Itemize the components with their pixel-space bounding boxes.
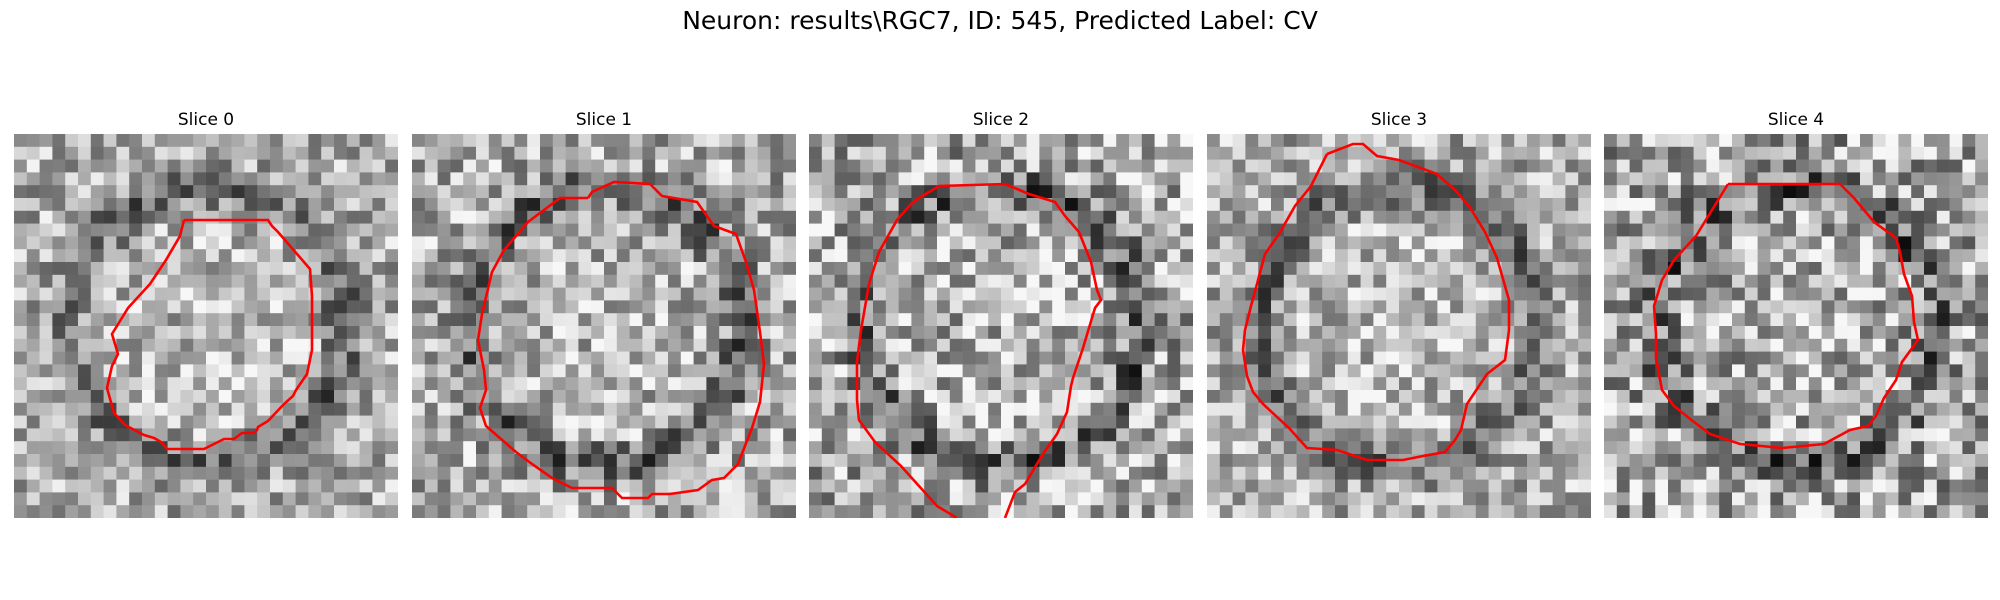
slice-3-svg [1207,134,1591,518]
slice-4-title: Slice 4 [1767,110,1825,130]
slice-1-pixels [412,134,796,518]
slice-0-title: Slice 0 [177,110,235,130]
slice-4-contour [1652,182,1920,450]
slice-4-pixels [1604,134,1988,518]
figure-title: Neuron: results\RGC7, ID: 545, Predicted… [682,6,1318,35]
slice-3-image [1207,134,1591,518]
slice-3-title: Slice 3 [1370,110,1428,130]
slice-2-image [809,134,1193,518]
slice-2-title: Slice 2 [972,110,1030,130]
slice-3-pixels [1207,134,1591,518]
slice-2-contour [855,182,1103,518]
slice-1-image [412,134,796,518]
slice-0-image [14,134,398,518]
slice-3-contour [1241,142,1511,462]
slice-2-svg [809,134,1193,518]
slice-1-contour [476,180,766,500]
slice-0-contour [105,218,314,451]
slice-0-pixels [14,134,398,518]
slice-1-svg [412,134,796,518]
slice-4-svg [1604,134,1988,518]
slice-0-svg [14,134,398,518]
slice-2-pixels [809,134,1193,518]
slice-4-image [1604,134,1988,518]
slice-1-title: Slice 1 [575,110,633,130]
